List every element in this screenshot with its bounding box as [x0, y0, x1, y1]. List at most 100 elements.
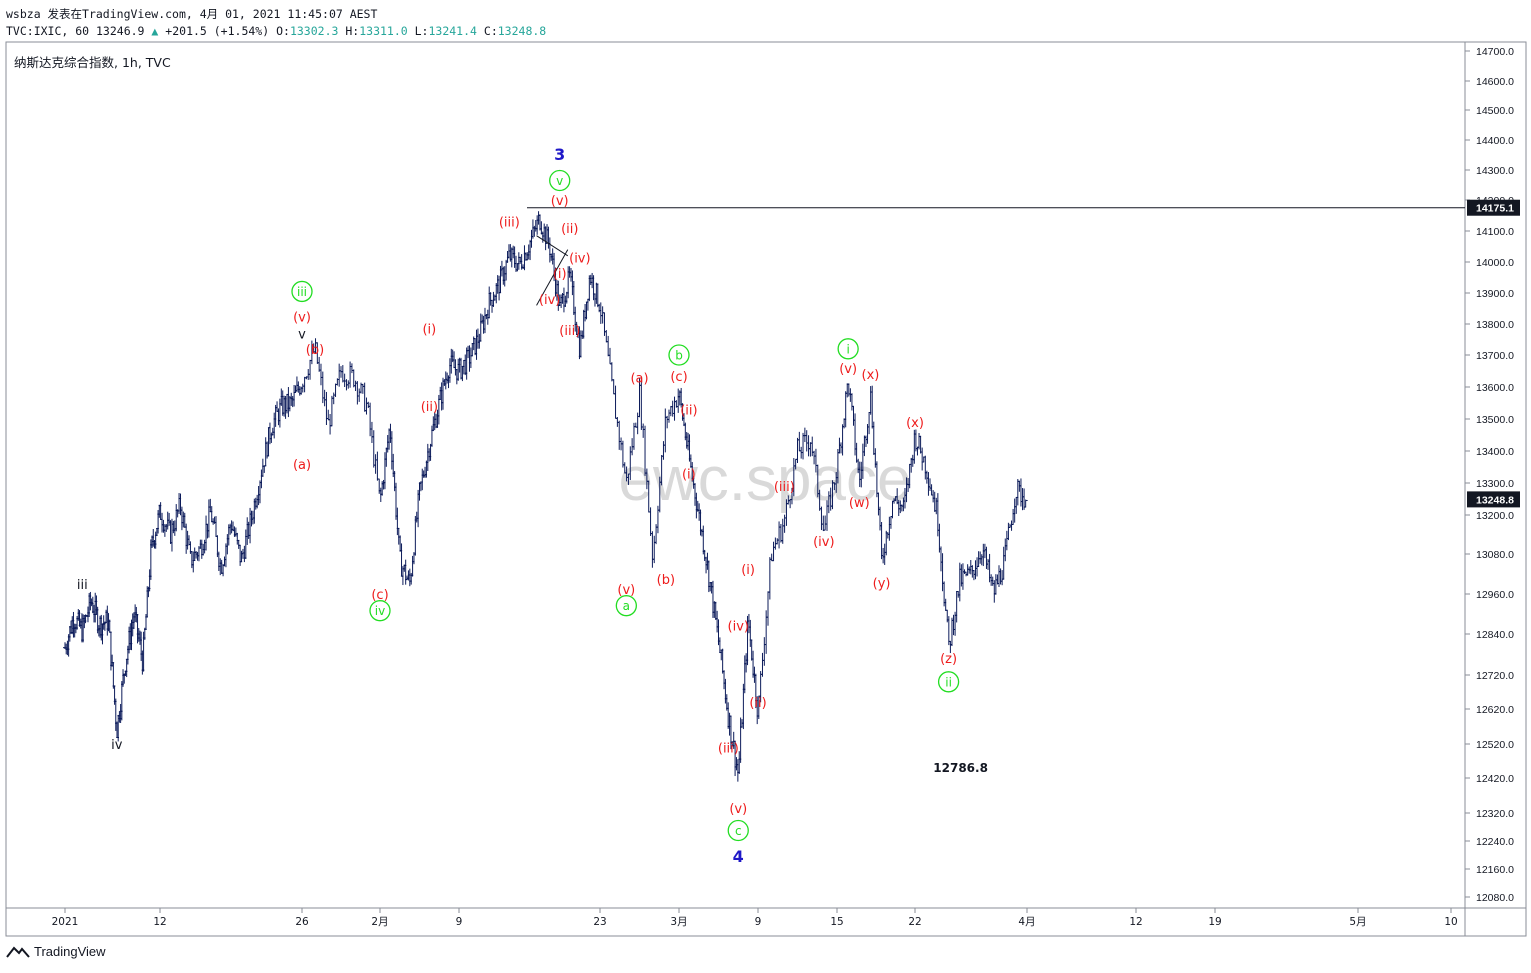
wave-labels: iiiivviii(v)(b)(a)(c)iv(i)(ii)(iii)(iv)3…: [77, 145, 988, 866]
wave-label-circle: [837, 338, 859, 360]
open-label: O:: [276, 24, 290, 38]
wave-label-circle: [727, 819, 749, 842]
wave-label-circle: [291, 280, 313, 303]
close-label: C:: [483, 24, 498, 38]
wave-label: (iv): [813, 535, 834, 550]
wave-label: (b): [306, 343, 324, 358]
wave-label: i: [846, 342, 849, 356]
symbol-info: TVC:IXIC, 60 13246.9: [6, 24, 145, 38]
wave-label: iii: [297, 285, 307, 299]
wave-label: (i): [741, 563, 755, 578]
price-tick-label: 14000.0: [1476, 257, 1514, 269]
time-tick-label: 9: [456, 916, 463, 928]
time-tick-label: 3月: [670, 916, 687, 928]
change-up-icon: ▲: [151, 24, 159, 38]
price-tick-label: 14300.0: [1476, 165, 1514, 177]
wave-label: v: [556, 174, 563, 188]
wave-label-circle: [937, 671, 960, 693]
time-tick-label: 15: [830, 916, 843, 928]
price-tick-label: 13800.0: [1476, 319, 1514, 331]
time-tick-label: 5月: [1349, 916, 1366, 928]
wave-label-circle: [549, 169, 571, 192]
time-tick-label: 19: [1208, 916, 1221, 928]
price-change: +201.5 (+1.54%): [165, 24, 270, 38]
time-tick-label: 2月: [371, 916, 388, 928]
wave-label: (iii): [499, 216, 520, 231]
price-tick-label: 12160.0: [1476, 864, 1514, 876]
ohlc-bar: [403, 559, 408, 585]
ohlc-bars: [63, 211, 1028, 782]
wave-label: (iv): [569, 251, 590, 266]
wave-label: (v): [293, 310, 311, 325]
price-tick-label: 12840.0: [1476, 629, 1514, 641]
wave-label: (ii): [421, 400, 438, 415]
time-tick-label: 12: [1129, 916, 1142, 928]
chart-legend: 纳斯达克综合指数, 1h, TVC: [14, 55, 171, 70]
wave-label: v: [298, 327, 306, 342]
ohlc-bar: [609, 362, 614, 382]
wave-label-circle: [369, 600, 391, 622]
price-tick-label: 13600.0: [1476, 382, 1514, 394]
wave-label: (x): [906, 416, 924, 431]
wave-label: ii: [945, 675, 952, 689]
high-value: 13311.0: [359, 24, 408, 38]
price-tick-label: 13200.0: [1476, 510, 1514, 522]
time-tick-label: 4月: [1018, 916, 1035, 928]
triangle-lower-line[interactable]: [536, 249, 569, 306]
time-tick-label: 22: [908, 916, 921, 928]
wave-label: (i): [553, 267, 567, 282]
triangle-lines: [536, 235, 569, 306]
wave-label: a: [623, 599, 630, 613]
wave-label: (i): [422, 323, 436, 338]
time-tick-label: 9: [755, 916, 762, 928]
wave-label: (iii): [718, 741, 739, 756]
price-tick-label: 12420.0: [1476, 773, 1514, 785]
wave-label: (a): [293, 458, 311, 473]
close-value: 13248.8: [497, 24, 547, 38]
price-tick-label: 13900.0: [1476, 288, 1514, 300]
wave-label-circle: [615, 595, 637, 617]
price-tick-label: 13300.0: [1476, 478, 1514, 490]
footer-brand: TradingView: [34, 944, 106, 959]
horizontal-line-price-tag: 14175.1: [1467, 199, 1520, 216]
ohlc-bar: [333, 383, 338, 397]
publish-info: wsbza 发表在TradingView.com, 4月 01, 2021 11…: [6, 7, 378, 21]
wave-label: (ii): [749, 696, 766, 711]
wave-label: b: [675, 349, 683, 363]
price-tick-label: 13500.0: [1476, 414, 1514, 426]
wave-label: (ii): [561, 222, 578, 237]
wave-label: (iii): [559, 324, 580, 339]
wave-label: iv: [111, 738, 123, 753]
wave-label: iv: [375, 604, 385, 618]
wave-label: (iii): [774, 480, 795, 495]
low-label: L:: [414, 24, 429, 38]
low-value: 13241.4: [428, 24, 477, 38]
price-tick-label: 14100.0: [1476, 226, 1514, 238]
wave-label: (x): [862, 368, 880, 383]
tradingview-logo-icon: [6, 945, 30, 958]
wave-label: (z): [940, 652, 957, 667]
wave-label: (y): [873, 576, 891, 591]
time-axis[interactable]: 2021 12 26 2月 9 23 3月 9 15 22 4月 12 19 5月 10: [52, 908, 1458, 928]
wave-label: (v): [551, 194, 569, 209]
ohlc-bar: [1023, 499, 1028, 508]
wave-label: 3: [554, 145, 565, 164]
price-tick-label: 12080.0: [1476, 892, 1514, 904]
price-axis[interactable]: 12080.0 12160.0 12240.0 12320.0 12420.0 12520…: [1465, 46, 1514, 904]
triangle-upper-line[interactable]: [536, 235, 569, 257]
wave-label: c: [735, 824, 742, 838]
price-tick-label: 12320.0: [1476, 808, 1514, 820]
time-tick-label: 12: [153, 916, 166, 928]
low-price-annotation: 12786.8: [933, 761, 988, 775]
wave-label: (b): [657, 573, 675, 588]
wave-label: (v): [617, 583, 635, 598]
price-tags: 14175.1 13248.8: [1467, 199, 1520, 508]
price-tick-label: 12520.0: [1476, 739, 1514, 751]
chart-frame: [5, 41, 1527, 937]
price-tick-label: 12620.0: [1476, 704, 1514, 716]
price-tick-label: 14600.0: [1476, 76, 1514, 88]
svg-text:13248.8: 13248.8: [1476, 494, 1514, 506]
wave-label: (ii): [680, 403, 697, 418]
wave-label: (i): [682, 467, 696, 482]
